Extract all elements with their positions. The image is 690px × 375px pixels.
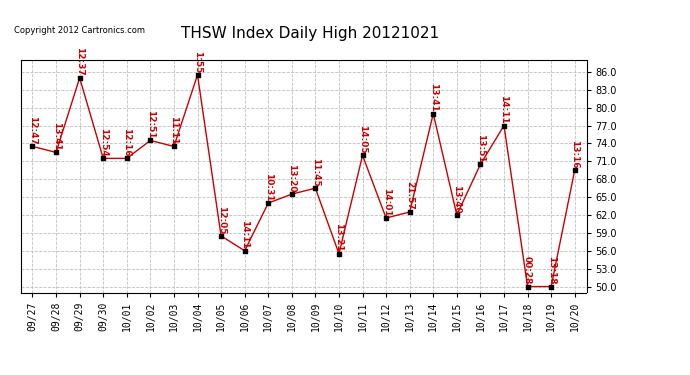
Point [286, 191, 297, 197]
Text: 13:18: 13:18 [546, 256, 555, 285]
Point [98, 155, 109, 161]
Point [192, 72, 203, 78]
Point [168, 144, 179, 150]
Text: THSW  (°F): THSW (°F) [601, 30, 665, 40]
Text: 12:16: 12:16 [122, 128, 131, 157]
Point [310, 185, 321, 191]
Point [381, 215, 392, 221]
Point [357, 152, 368, 158]
Point [263, 200, 274, 206]
Text: 13:41: 13:41 [52, 122, 61, 151]
Text: Copyright 2012 Cartronics.com: Copyright 2012 Cartronics.com [14, 26, 145, 35]
Point [145, 138, 156, 144]
Point [522, 284, 533, 290]
Point [74, 75, 85, 81]
Point [569, 167, 580, 173]
Text: 12:51: 12:51 [146, 110, 155, 139]
Point [333, 251, 344, 257]
Text: 13:16: 13:16 [570, 140, 579, 168]
Point [215, 233, 226, 239]
Text: 12:37: 12:37 [75, 47, 84, 76]
Text: 13:51: 13:51 [476, 134, 485, 162]
Text: 11:45: 11:45 [311, 158, 320, 186]
Text: 11:11: 11:11 [170, 116, 179, 145]
Text: 14:11: 14:11 [500, 95, 509, 124]
Text: 14:11: 14:11 [240, 220, 249, 249]
Text: 1:55: 1:55 [193, 51, 202, 73]
Point [239, 248, 250, 254]
Point [451, 212, 462, 218]
Point [475, 161, 486, 167]
Text: 13:21: 13:21 [335, 224, 344, 252]
Point [27, 144, 38, 150]
Point [404, 209, 415, 215]
Text: 00:28: 00:28 [523, 256, 532, 285]
Point [428, 111, 439, 117]
Text: 10:31: 10:31 [264, 173, 273, 201]
Point [498, 123, 509, 129]
Point [50, 149, 61, 155]
Text: THSW Index Daily High 20121021: THSW Index Daily High 20121021 [181, 26, 440, 41]
Text: 14:01: 14:01 [382, 188, 391, 216]
Text: 13:20: 13:20 [287, 164, 296, 192]
Point [546, 284, 557, 290]
Text: 12:47: 12:47 [28, 116, 37, 145]
Text: 12:05: 12:05 [217, 206, 226, 234]
Text: 13:41: 13:41 [428, 83, 437, 112]
Text: 12:54: 12:54 [99, 128, 108, 157]
Text: 21:57: 21:57 [405, 182, 414, 210]
Text: 14:05: 14:05 [358, 125, 367, 154]
Point [121, 155, 132, 161]
Text: 13:40: 13:40 [453, 184, 462, 213]
